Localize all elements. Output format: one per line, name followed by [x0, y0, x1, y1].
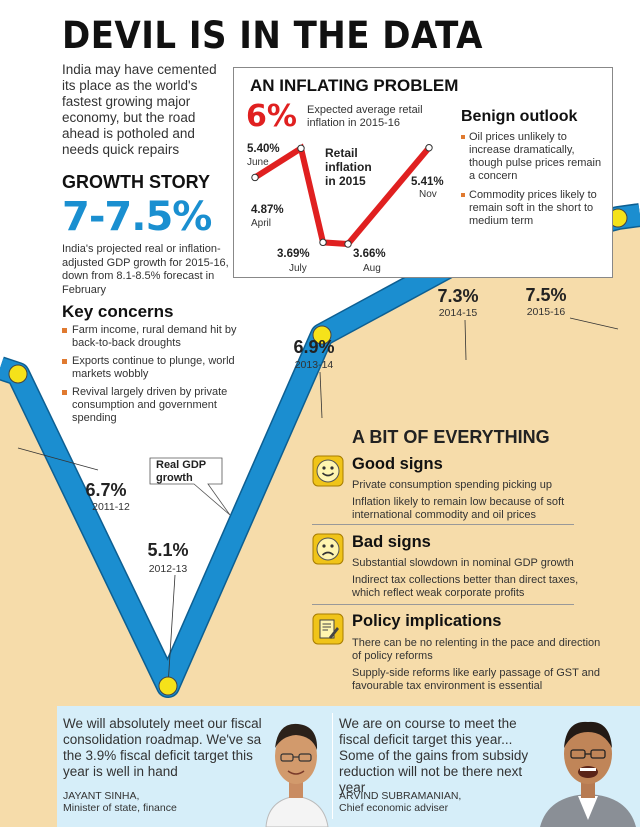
intro-text: India may have cemented its place as the…	[62, 62, 217, 157]
quote-text: We will absolutely meet our fiscal conso…	[63, 716, 272, 779]
signs-section-title: A BIT OF EVERYTHING	[352, 427, 550, 447]
policy-item: There can be no relenting in the pace an…	[352, 637, 601, 662]
key-concerns-list: Farm income, rural demand hit by back-to…	[62, 324, 238, 430]
inflation-point	[251, 173, 259, 182]
gdp-year-label: 2013-14	[295, 359, 334, 371]
inflation-month-label: Aug	[363, 263, 381, 274]
inflation-month-label: June	[247, 157, 269, 168]
benign-outlook-item: Oil prices unlikely to increase dramatic…	[461, 131, 606, 183]
inflation-chart-title: in 2015	[325, 174, 366, 188]
inflation-chart: 4.87% April 5.40% June 3.69% July 3.66% Aug 5.41…	[247, 143, 444, 274]
bad-sign-item: Substantial slowdown in nominal GDP grow…	[352, 557, 574, 569]
gdp-value-label: 7.3%	[437, 286, 478, 306]
headline: DEVIL IS IN THE DATA	[62, 14, 484, 57]
gdp-value-label: 7.5%	[525, 285, 566, 305]
smile-icon	[312, 455, 344, 487]
inflation-point	[425, 144, 433, 152]
inflation-month-label: July	[289, 263, 307, 274]
gdp-year-label: 2015-16	[527, 306, 566, 318]
document-edit-icon	[312, 613, 344, 645]
quote-author-role: Minister of state, finance	[63, 802, 177, 814]
inflation-figure-desc: Expected average retail inflation in 201…	[307, 104, 423, 129]
inflation-chart-title: inflation	[325, 160, 372, 174]
inflation-value-label: 5.40%	[247, 143, 280, 155]
portrait-photo	[540, 710, 636, 827]
bad-signs-title: Bad signs	[352, 533, 431, 551]
gdp-value-label: 5.1%	[147, 540, 188, 560]
quotes-divider	[332, 713, 333, 819]
benign-outlook-item: Commodity prices likely to remain soft i…	[461, 189, 606, 228]
growth-story-figure: 7-7.5%	[62, 194, 212, 240]
inflation-box	[233, 67, 613, 278]
key-concern-item: Revival largely driven by private consum…	[62, 386, 238, 425]
inflation-point	[297, 144, 305, 153]
inflation-month-label: Nov	[419, 189, 437, 200]
gdp-year-label: 2012-13	[149, 563, 188, 575]
inflation-point	[344, 240, 352, 248]
chart-label-callout	[149, 457, 231, 516]
quote-author-role: Chief economic adviser	[339, 802, 449, 814]
inflation-value-label: 3.69%	[277, 248, 310, 260]
key-concern-item: Farm income, rural demand hit by back-to…	[62, 324, 238, 350]
good-sign-item: Inflation likely to remain low because o…	[352, 496, 565, 521]
growth-story-desc: India's projected real or inflation-adju…	[62, 243, 229, 296]
quote-author-name: ARVIND SUBRAMANIAN,	[339, 790, 462, 802]
inflation-value-label: 4.87%	[251, 204, 284, 216]
benign-outlook-title: Benign outlook	[461, 108, 578, 125]
growth-story-title: GROWTH STORY	[62, 172, 210, 192]
inflation-figure: 6%	[246, 99, 297, 134]
key-concern-item: Exports continue to plunge, world market…	[62, 355, 238, 381]
inflation-value-label: 5.41%	[411, 176, 444, 188]
benign-outlook-list: Oil prices unlikely to increase dramatic…	[461, 131, 606, 234]
quote-text: We are on course to meet the fiscal defi…	[339, 716, 529, 795]
policy-item: Supply-side reforms like early passage o…	[352, 667, 601, 692]
divider	[312, 604, 574, 605]
gdp-chart-title: growth	[156, 472, 193, 484]
good-signs-title: Good signs	[352, 455, 443, 473]
leader-line	[17, 447, 99, 471]
gdp-year-label: 2014-15	[439, 307, 478, 319]
gdp-value-label: 6.7%	[85, 480, 126, 500]
leader-line	[319, 371, 323, 419]
inflation-point	[319, 238, 327, 247]
leader-line	[464, 319, 467, 361]
inflation-value-label: 3.66%	[353, 248, 386, 260]
key-concerns-title: Key concerns	[62, 302, 174, 321]
gdp-chart-title: Real GDP	[156, 459, 206, 471]
sad-face-icon	[312, 533, 344, 565]
divider	[312, 524, 574, 525]
gdp-point	[8, 364, 28, 384]
gdp-value-label: 6.9%	[293, 337, 334, 357]
gdp-year-label: 2011-12	[92, 501, 130, 513]
gdp-point	[158, 676, 178, 696]
portrait-photo	[262, 708, 330, 827]
leader-line	[569, 317, 619, 330]
bad-sign-item: Indirect tax collections better than dir…	[352, 574, 579, 599]
leader-line	[167, 574, 176, 687]
good-sign-item: Private consumption spending picking up	[352, 479, 552, 491]
inflation-month-label: April	[251, 218, 271, 229]
gdp-point	[312, 325, 332, 345]
inflation-chart-title: Retail	[325, 146, 358, 160]
policy-implications-title: Policy implications	[352, 612, 502, 630]
quote-author-name: JAYANT SINHA,	[63, 790, 140, 802]
inflation-title: AN INFLATING PROBLEM	[250, 76, 459, 95]
